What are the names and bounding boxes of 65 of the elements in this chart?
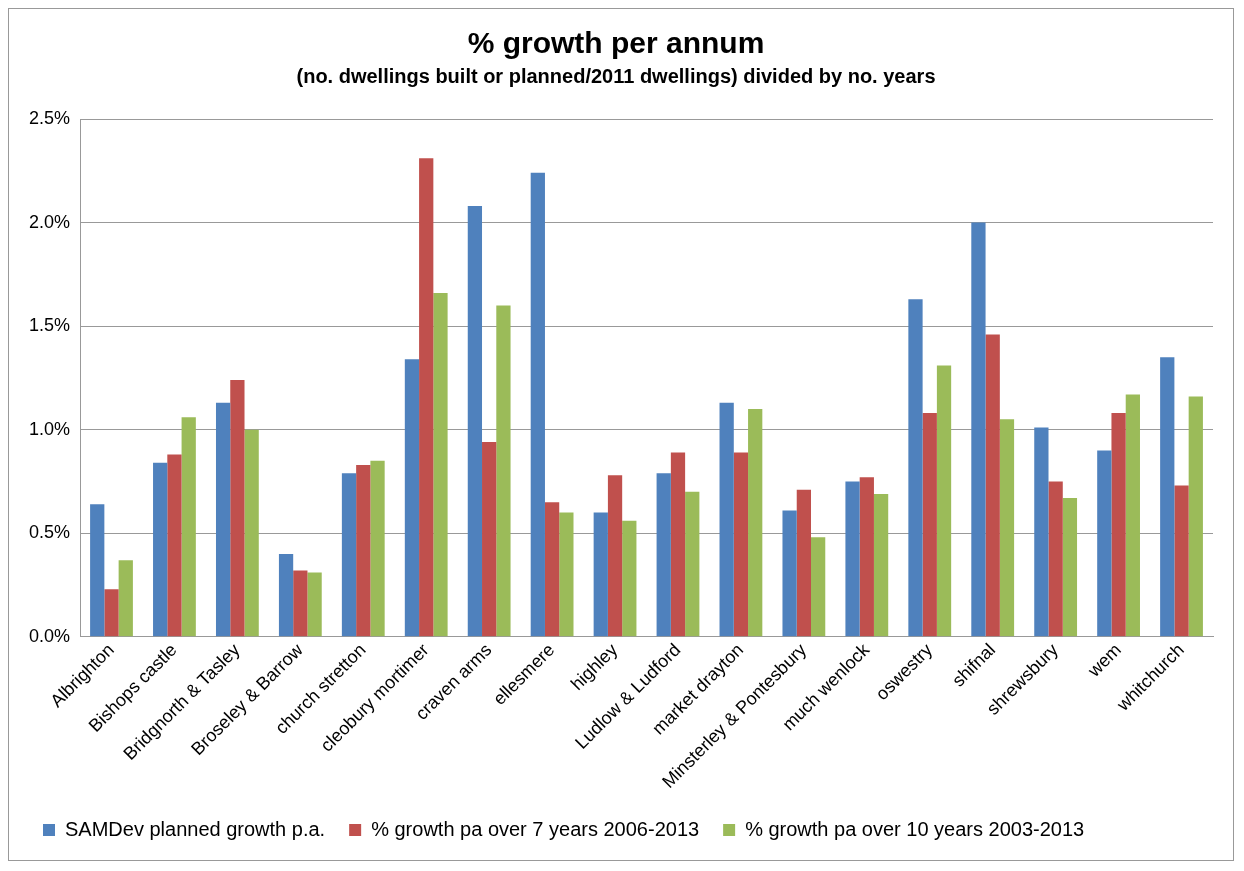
bar xyxy=(341,473,357,637)
bar xyxy=(922,413,937,637)
legend-label: % growth pa over 7 years 2006-2013 xyxy=(371,817,700,840)
y-tick-label: 1.0% xyxy=(29,418,71,439)
bar xyxy=(307,572,322,637)
bar xyxy=(1048,481,1063,637)
bar xyxy=(593,512,608,637)
bar xyxy=(971,222,986,637)
chart-title: % growth per annum xyxy=(467,26,765,60)
bar xyxy=(1125,394,1140,637)
bar xyxy=(1111,413,1126,637)
bar xyxy=(404,359,420,637)
bar xyxy=(985,334,1000,637)
legend-label: SAMDev planned growth p.a. xyxy=(65,817,326,840)
y-tick-label: 2.5% xyxy=(29,107,71,128)
bar xyxy=(1160,357,1175,637)
bar xyxy=(244,429,259,637)
bar xyxy=(607,475,623,637)
bar xyxy=(796,489,812,637)
bar xyxy=(181,417,196,637)
chart-subtitle: (no. dwellings built or planned/2011 dwellings) divided by no. years xyxy=(296,64,936,87)
bar xyxy=(530,172,545,637)
bar xyxy=(859,477,874,637)
bar xyxy=(370,460,385,637)
bar xyxy=(293,570,308,637)
bar xyxy=(496,305,511,637)
bar xyxy=(278,553,294,637)
bar xyxy=(873,493,889,637)
bar xyxy=(936,365,952,637)
y-tick-label: 0.5% xyxy=(29,522,71,543)
bar xyxy=(845,481,860,637)
legend-label: % growth pa over 10 years 2003-2013 xyxy=(745,817,1085,840)
bar xyxy=(467,205,483,637)
bar xyxy=(811,537,826,637)
bar xyxy=(685,491,700,637)
bar xyxy=(622,520,637,637)
bar xyxy=(167,454,182,637)
bar xyxy=(544,502,560,637)
y-tick-label: 2.0% xyxy=(29,211,71,232)
bar xyxy=(719,402,734,637)
bar xyxy=(670,452,686,637)
bar xyxy=(782,510,797,637)
bar xyxy=(559,512,574,637)
y-tick-label: 1.5% xyxy=(29,315,71,336)
bar xyxy=(748,408,763,637)
bar xyxy=(482,442,497,637)
bar xyxy=(733,452,749,637)
bar xyxy=(230,379,245,637)
bar xyxy=(356,464,371,637)
bar xyxy=(1097,450,1112,637)
bar xyxy=(153,462,168,637)
y-tick-label: 0.0% xyxy=(29,625,71,646)
bar xyxy=(433,292,448,637)
bar xyxy=(118,560,133,637)
bar xyxy=(1188,396,1203,637)
bar xyxy=(1062,498,1078,637)
bar xyxy=(1174,485,1189,637)
bar xyxy=(1034,427,1049,637)
bar xyxy=(908,299,923,637)
bar xyxy=(90,504,105,637)
bar xyxy=(656,473,671,637)
bar xyxy=(419,158,434,637)
bar xyxy=(999,419,1015,637)
bar xyxy=(215,402,231,637)
bar xyxy=(104,589,119,637)
